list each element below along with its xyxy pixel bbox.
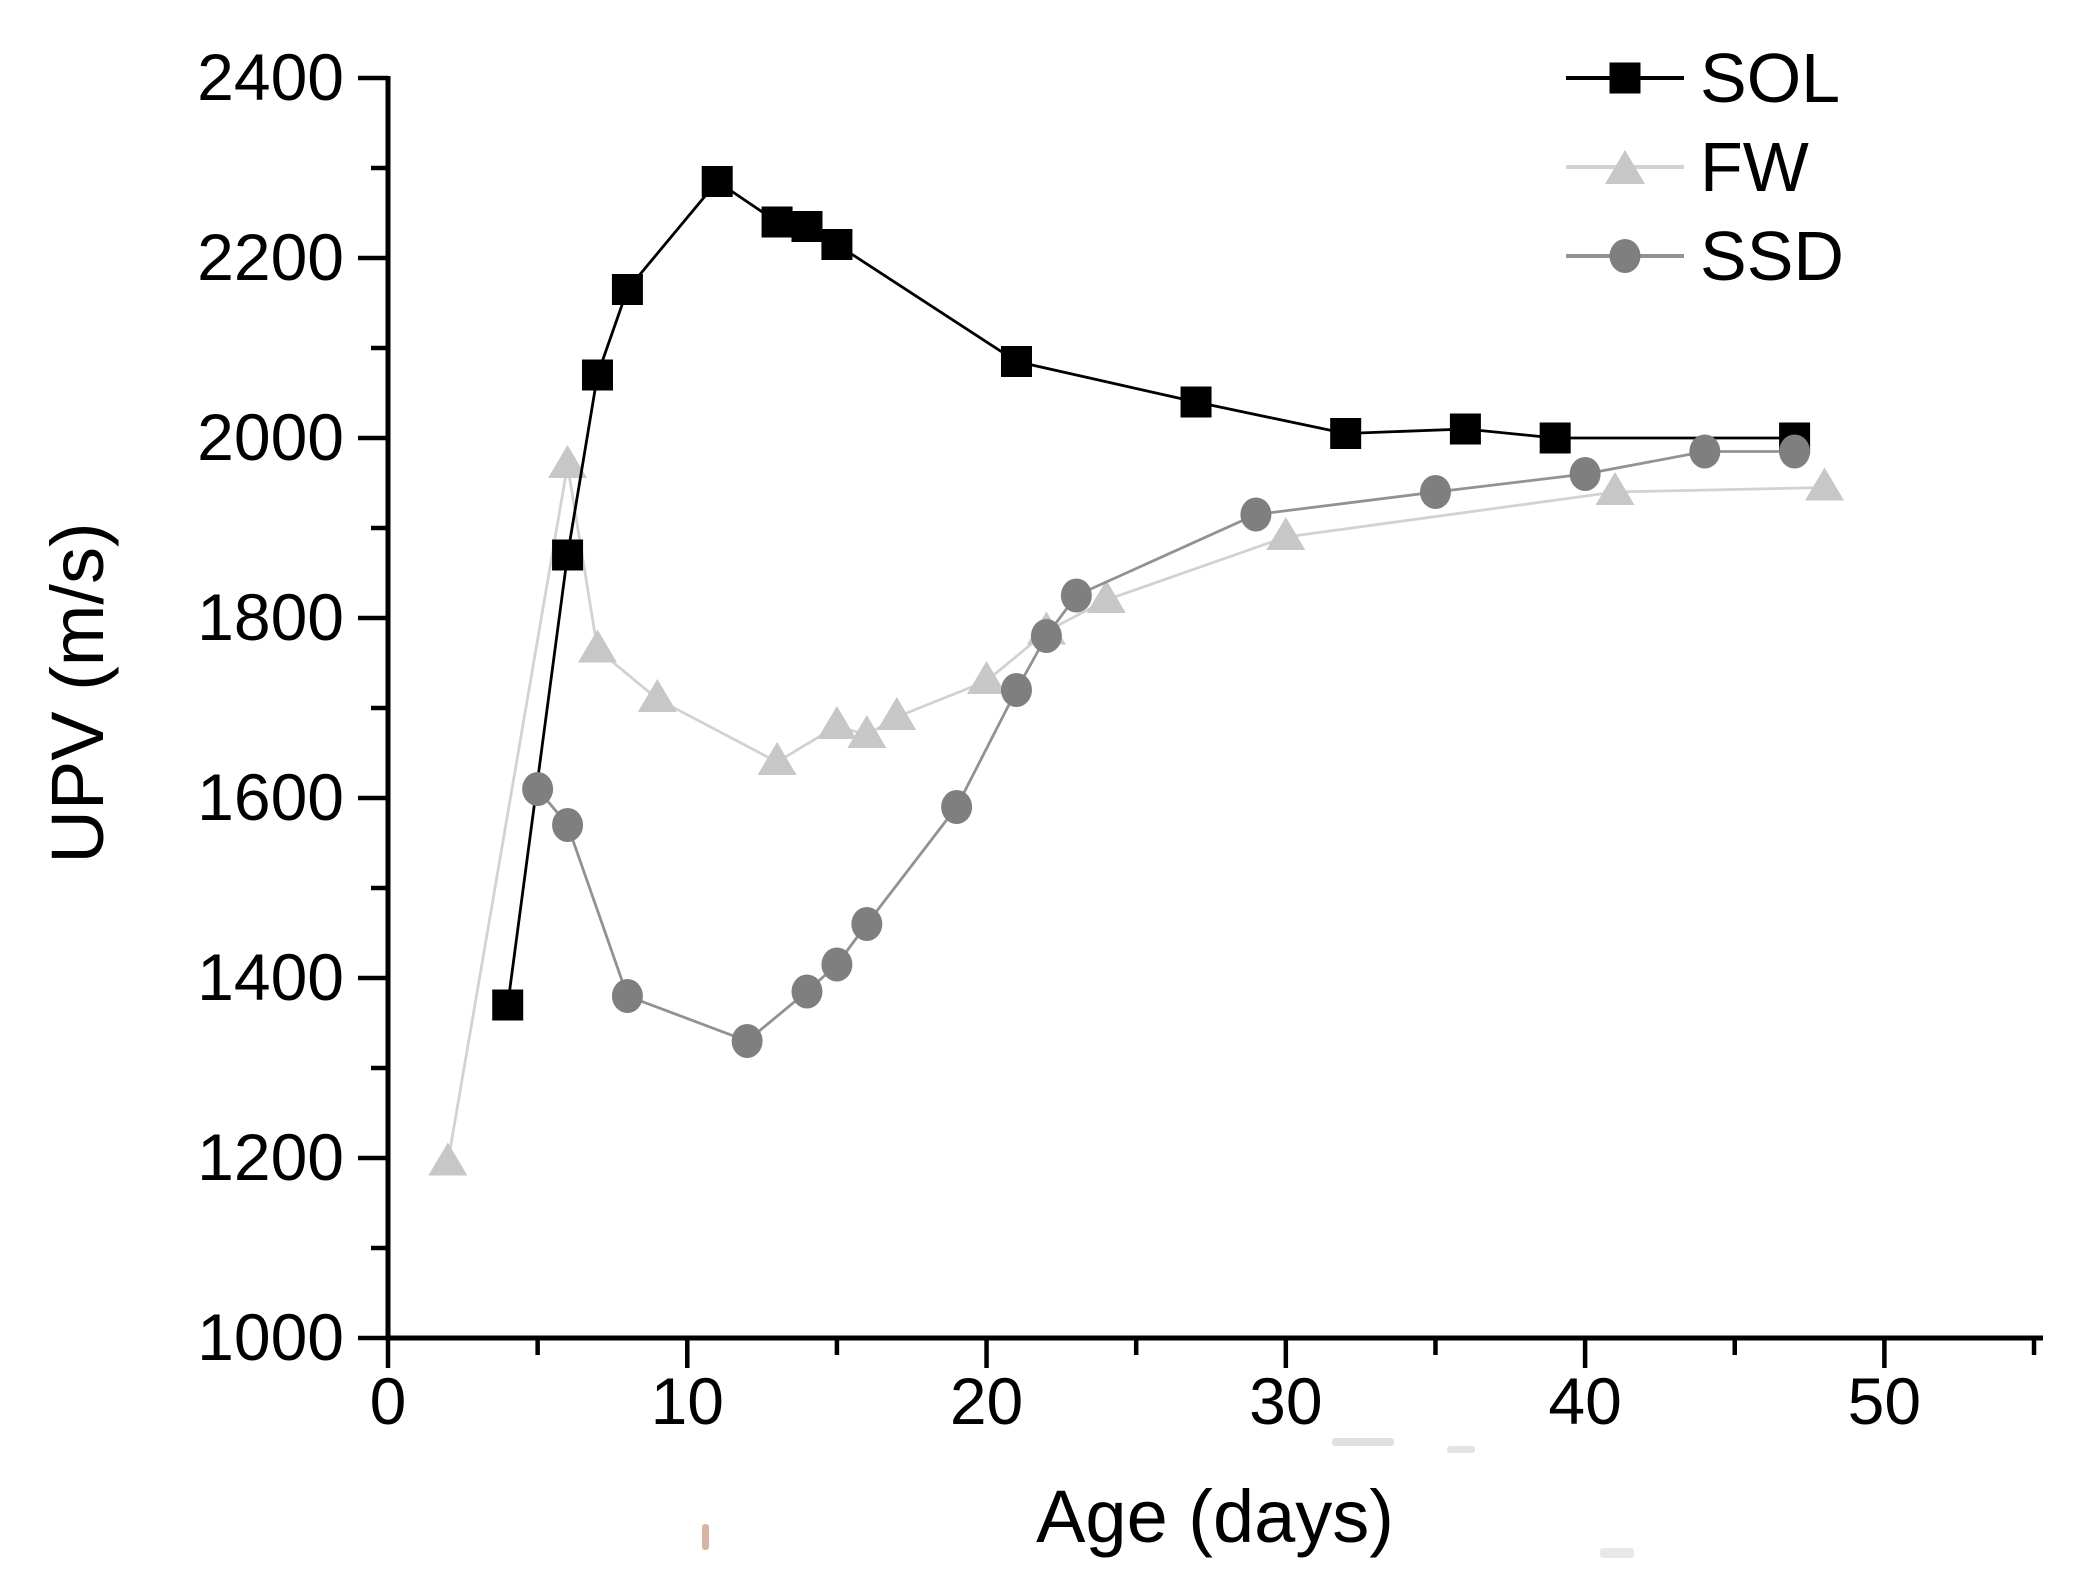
series-sol-marker bbox=[761, 206, 793, 238]
series-ssd-marker bbox=[821, 947, 853, 982]
series-ssd-marker bbox=[522, 772, 554, 806]
series-fw-marker bbox=[548, 445, 588, 478]
series-ssd-marker bbox=[1030, 619, 1062, 653]
x-tick-label: 20 bbox=[950, 1364, 1023, 1438]
series-sol-marker bbox=[1449, 413, 1481, 445]
x-axis-title: Age (days) bbox=[1036, 1475, 1394, 1558]
series-sol-marker bbox=[701, 166, 733, 197]
x-tick-label: 10 bbox=[651, 1364, 724, 1438]
y-tick-label: 2200 bbox=[197, 220, 344, 294]
triangle-marker-icon bbox=[1605, 149, 1645, 184]
stray-mark bbox=[702, 1524, 709, 1550]
series-ssd-marker bbox=[1689, 434, 1721, 469]
series-sol-line bbox=[506, 179, 1795, 1006]
series-ssd-line bbox=[536, 450, 1795, 1043]
series-ssd-marker bbox=[611, 979, 643, 1013]
series-sol-marker bbox=[1539, 422, 1571, 454]
series-fw-marker bbox=[817, 706, 857, 739]
series-ssd-marker bbox=[1419, 475, 1451, 509]
series-sol-marker bbox=[581, 359, 613, 391]
series-fw-marker bbox=[847, 715, 887, 748]
series-ssd-marker bbox=[851, 907, 883, 941]
series-sol-marker bbox=[1000, 346, 1032, 377]
series-sol-marker bbox=[611, 274, 643, 305]
legend-item-sol: SOL bbox=[1566, 33, 1844, 122]
circle-marker-icon bbox=[1609, 238, 1641, 273]
y-tick-label: 1800 bbox=[197, 580, 344, 654]
series-sol-marker bbox=[791, 211, 823, 242]
legend-item-ssd: SSD bbox=[1566, 211, 1844, 300]
series-sol-marker bbox=[492, 989, 524, 1021]
fw-line-sample bbox=[1566, 145, 1684, 189]
series-ssd-marker bbox=[1060, 578, 1092, 613]
y-tick-label: 1400 bbox=[197, 940, 344, 1014]
square-marker-icon bbox=[1609, 62, 1641, 93]
series-fw-marker bbox=[428, 1142, 468, 1176]
series-fw-marker bbox=[577, 629, 617, 663]
series-fw-marker bbox=[1595, 472, 1635, 505]
legend-item-fw: FW bbox=[1566, 122, 1844, 211]
y-tick-label: 2400 bbox=[197, 40, 344, 114]
series-fw-marker bbox=[1805, 467, 1845, 501]
stray-mark bbox=[1447, 1446, 1475, 1453]
series-ssd-marker bbox=[1569, 457, 1601, 491]
y-axis-title: UPV (m/s) bbox=[36, 522, 119, 864]
y-tick-label: 1000 bbox=[197, 1300, 344, 1374]
series-ssd-marker bbox=[1240, 497, 1272, 532]
series-ssd-marker bbox=[791, 974, 823, 1009]
stray-mark bbox=[1332, 1438, 1394, 1446]
series-fw-marker bbox=[1266, 517, 1306, 550]
series-ssd-marker bbox=[1000, 673, 1032, 707]
legend-label-sol: SOL bbox=[1700, 38, 1841, 117]
x-tick-label: 0 bbox=[370, 1364, 407, 1438]
series-fw-marker bbox=[967, 661, 1007, 694]
series-fw-marker bbox=[877, 697, 917, 730]
x-tick-label: 50 bbox=[1848, 1364, 1921, 1438]
series-fw-marker bbox=[1086, 580, 1126, 613]
series-fw-marker bbox=[757, 742, 797, 775]
series-ssd-marker bbox=[731, 1024, 763, 1058]
series-sol-marker bbox=[1180, 386, 1212, 418]
series-ssd-marker bbox=[1779, 434, 1811, 469]
series-ssd-marker bbox=[941, 790, 973, 824]
legend-label-fw: FW bbox=[1700, 127, 1809, 206]
sol-line-sample bbox=[1566, 56, 1684, 100]
ssd-line-sample bbox=[1566, 234, 1684, 278]
series-sol-marker bbox=[1330, 418, 1362, 449]
series-sol-marker bbox=[821, 229, 853, 260]
y-tick-label: 2000 bbox=[197, 400, 344, 474]
legend-label-ssd: SSD bbox=[1700, 216, 1844, 295]
series-ssd-marker bbox=[552, 808, 584, 842]
series-fw-marker bbox=[637, 679, 677, 712]
x-tick-label: 30 bbox=[1249, 1364, 1322, 1438]
y-tick-label: 1200 bbox=[197, 1120, 344, 1194]
x-tick-label: 40 bbox=[1548, 1364, 1621, 1438]
legend: SOL FW SSD bbox=[1566, 33, 1844, 300]
series-sol-marker bbox=[552, 539, 584, 571]
y-tick-label: 1600 bbox=[197, 760, 344, 834]
stray-mark bbox=[1600, 1548, 1634, 1558]
